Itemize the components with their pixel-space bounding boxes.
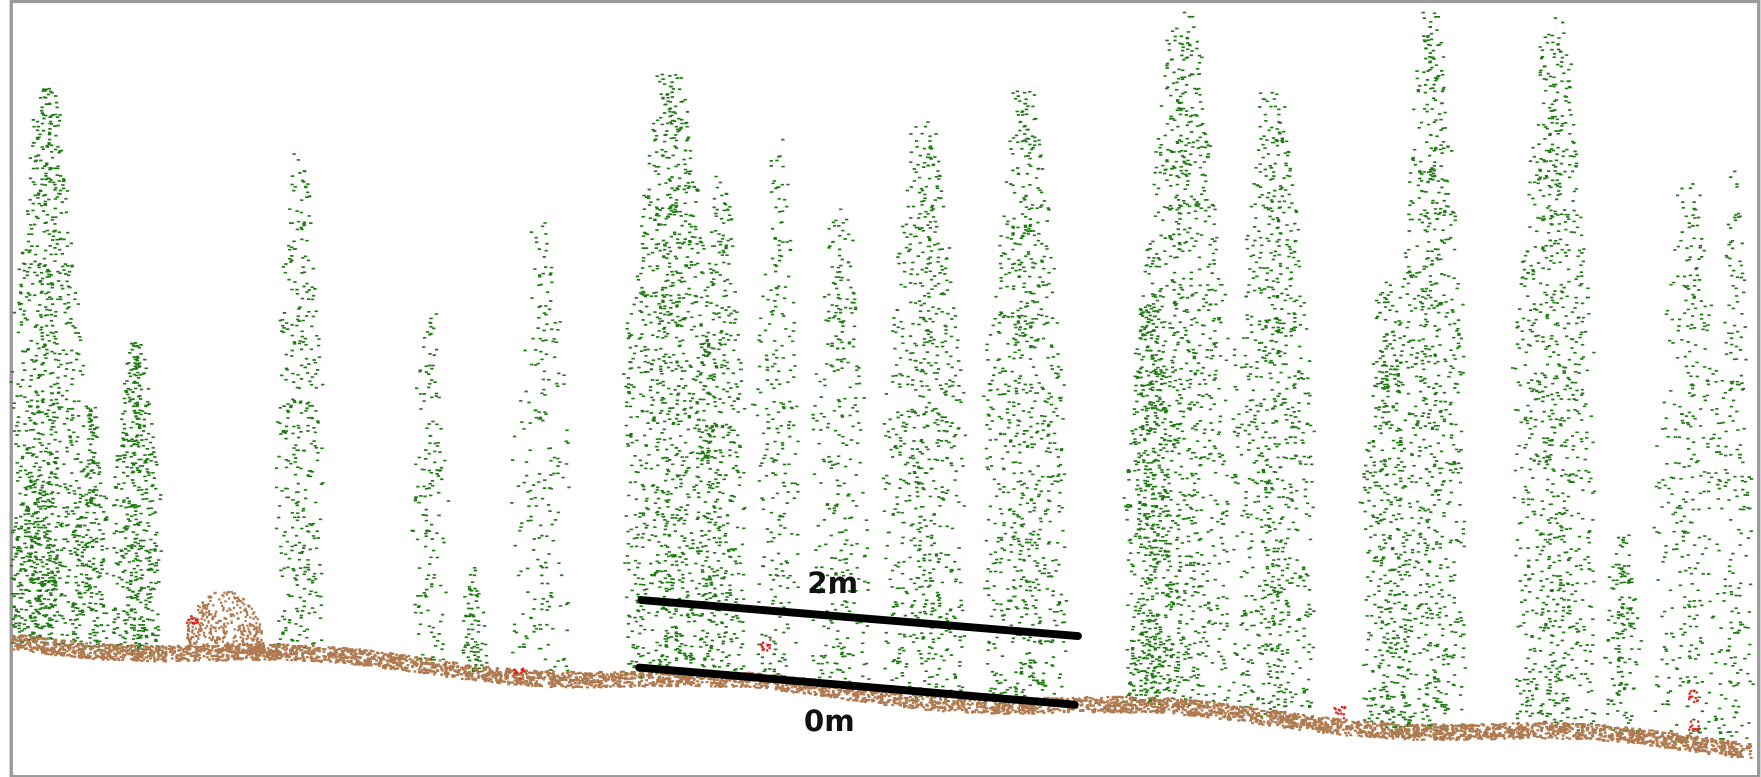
point-cloud-view: 2m 0m [0, 0, 1761, 777]
upper-label: 2m [807, 566, 858, 600]
lower-label: 0m [804, 704, 855, 738]
page: {"labels": {"upper": "2m", "lower": "0m"… [0, 0, 1761, 777]
